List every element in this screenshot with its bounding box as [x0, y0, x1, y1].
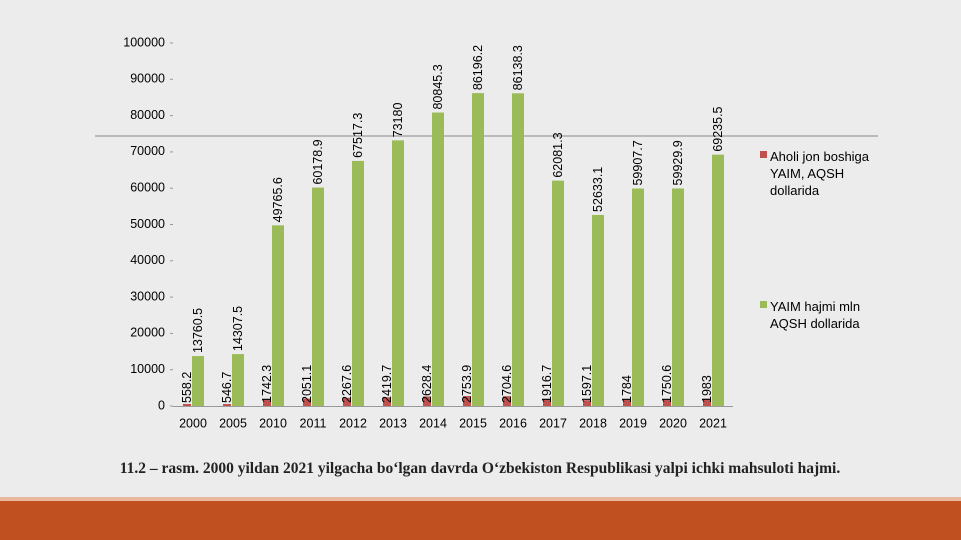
value-label: 86138.3 [511, 45, 525, 90]
footer-stripe [0, 497, 961, 501]
value-label: 13760.5 [191, 308, 205, 353]
bar [543, 399, 551, 406]
value-label: 69235.5 [711, 106, 725, 151]
legend-swatch [760, 151, 767, 158]
x-tick-label: 2000 [179, 416, 207, 430]
x-tick-label: 2013 [379, 416, 407, 430]
value-label: 2753.9 [460, 365, 474, 403]
x-tick-label: 2017 [539, 416, 567, 430]
y-tick-label: 70000 [130, 144, 165, 158]
value-label: 546.7 [220, 372, 234, 403]
bar [623, 399, 631, 406]
value-label: 60178.9 [311, 139, 325, 184]
value-label: 62081.3 [551, 132, 565, 177]
bar [632, 188, 644, 406]
y-tick-label: 30000 [130, 289, 165, 303]
value-label: 86196.2 [471, 45, 485, 90]
x-tick-label: 2020 [659, 416, 687, 430]
value-label: 1784 [620, 375, 634, 403]
value-label: 14307.5 [231, 306, 245, 351]
bar [232, 354, 244, 406]
value-label: 80845.3 [431, 64, 445, 109]
value-label: 67517.3 [351, 113, 365, 158]
bar [223, 404, 231, 406]
value-label: 2051.1 [300, 365, 314, 403]
value-label: 52633.1 [591, 167, 605, 212]
y-tick-label: 20000 [130, 326, 165, 340]
bar [472, 93, 484, 407]
bar [312, 187, 324, 406]
y-tick-label: 60000 [130, 180, 165, 194]
value-label: 73180 [391, 103, 405, 138]
bar [423, 396, 431, 406]
value-label: 2628.4 [420, 365, 434, 403]
x-tick-label: 2016 [499, 416, 527, 430]
value-label: 59929.9 [671, 140, 685, 185]
x-tick-label: 2015 [459, 416, 487, 430]
bar [503, 396, 511, 406]
value-label: 59907.7 [631, 140, 645, 185]
value-label: 1742.3 [260, 365, 274, 403]
legend-swatch [760, 301, 767, 308]
bar [703, 398, 711, 406]
legend-entry: YAIM hajmi mln AQSH dollarida [760, 298, 880, 332]
y-tick-label: 40000 [130, 253, 165, 267]
bar [272, 225, 284, 406]
value-label: 1983 [700, 375, 714, 403]
y-tick-label: 10000 [130, 362, 165, 376]
legend-label: YAIM hajmi mln AQSH dollarida [770, 299, 861, 331]
bar [263, 399, 271, 406]
value-label: 558.2 [180, 372, 194, 403]
y-tick-label: 0 [158, 398, 165, 412]
bar [303, 398, 311, 406]
legend-label: Aholi jon boshiga YAIM, AQSH dollarida [770, 149, 870, 198]
value-label: 1597.1 [580, 365, 594, 403]
bar [552, 180, 564, 406]
value-label: 2704.6 [500, 365, 514, 403]
x-tick-label: 2011 [300, 416, 327, 430]
bar [352, 160, 364, 406]
bar [383, 397, 391, 406]
value-label: 1750.6 [660, 365, 674, 403]
value-label: 1916.7 [540, 365, 554, 403]
value-label: 49765.6 [271, 177, 285, 222]
value-label: 2419.7 [380, 365, 394, 403]
footer-band [0, 501, 961, 540]
x-tick-label: 2012 [339, 416, 367, 430]
legend-entry: Aholi jon boshiga YAIM, AQSH dollarida [760, 148, 880, 199]
bar [592, 214, 604, 406]
bar [712, 154, 724, 406]
x-tick-label: 2021 [699, 416, 727, 430]
bar [463, 396, 471, 406]
bar [392, 140, 404, 406]
y-tick-label: 90000 [130, 72, 165, 86]
x-tick-label: 2019 [619, 416, 647, 430]
x-tick-label: 2014 [419, 416, 447, 430]
value-label: 2267.6 [340, 365, 354, 403]
y-tick-label: 50000 [130, 217, 165, 231]
bar [583, 400, 591, 406]
bar [663, 399, 671, 406]
bar [432, 112, 444, 407]
x-tick-label: 2018 [579, 416, 607, 430]
y-tick-label: 100000 [123, 35, 165, 49]
bar [343, 397, 351, 406]
y-tick-label: 80000 [130, 108, 165, 122]
bar [192, 356, 204, 406]
x-tick-label: 2010 [259, 416, 287, 430]
caption: 11.2 – rasm. 2000 yildan 2021 yilgacha b… [119, 460, 841, 477]
bar [672, 188, 684, 406]
bar [512, 93, 524, 407]
bar [183, 403, 191, 406]
x-tick-label: 2005 [219, 416, 247, 430]
